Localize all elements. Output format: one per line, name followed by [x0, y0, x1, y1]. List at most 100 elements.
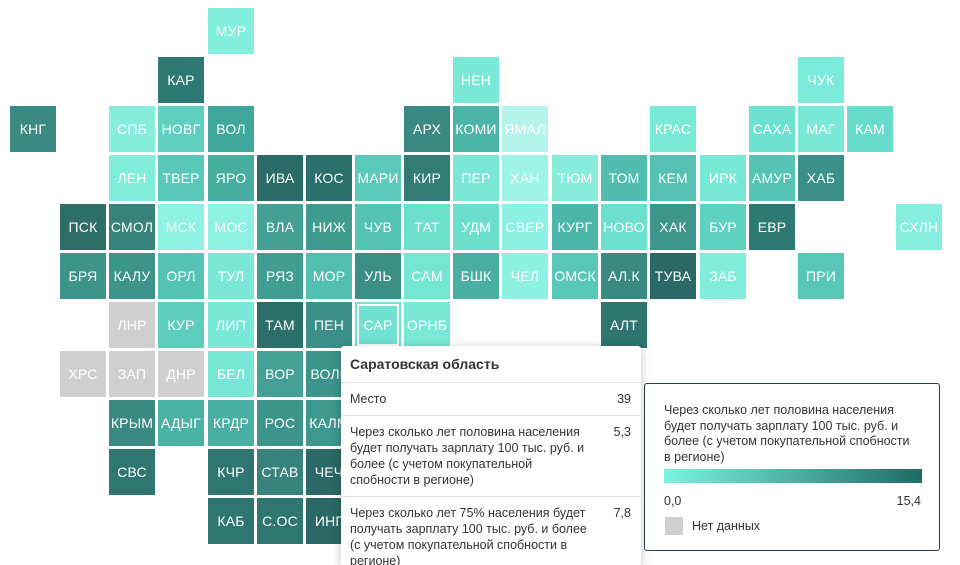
region-tile[interactable]: ТАТ	[404, 204, 450, 250]
region-tile[interactable]: МУР	[208, 8, 254, 54]
region-tile[interactable]: ЧУВ	[355, 204, 401, 250]
legend-no-data-label: Нет данных	[692, 519, 761, 533]
region-tile[interactable]: ВОР	[257, 351, 303, 397]
region-tile[interactable]: МАРИ	[355, 155, 401, 201]
region-tile[interactable]: ПЕН	[306, 302, 352, 348]
region-tile[interactable]: ДНР	[158, 351, 204, 397]
region-tile[interactable]: БРЯ	[60, 253, 106, 299]
region-tile[interactable]: ИРК	[700, 155, 746, 201]
region-tile[interactable]: ЧУК	[798, 57, 844, 103]
region-tile[interactable]: ТОМ	[601, 155, 647, 201]
region-tile[interactable]: БУР	[700, 204, 746, 250]
region-tile[interactable]: НОВО	[601, 204, 647, 250]
legend-gradient-bar	[664, 469, 922, 483]
region-tile[interactable]: СПБ	[109, 106, 155, 152]
tooltip-row-label: Место	[350, 392, 387, 406]
region-tile[interactable]: АЛ.К	[601, 253, 647, 299]
region-tile[interactable]: КНГ	[10, 106, 56, 152]
region-tile[interactable]: СМОЛ	[109, 204, 155, 250]
region-tile[interactable]: ЧЕЛ	[502, 253, 548, 299]
tooltip-row-value: 39	[617, 392, 631, 406]
region-tile[interactable]: КЕМ	[650, 155, 696, 201]
region-tile[interactable]: ЛИП	[208, 302, 254, 348]
region-tile[interactable]: ИВА	[257, 155, 303, 201]
region-tile[interactable]: ЯМАЛ	[502, 106, 548, 152]
region-tile[interactable]: НИЖ	[306, 204, 352, 250]
region-tile[interactable]: МОР	[306, 253, 352, 299]
region-tile[interactable]: РОС	[257, 400, 303, 446]
region-tile[interactable]: ХРС	[60, 351, 106, 397]
region-tile[interactable]: УДМ	[453, 204, 499, 250]
region-tile[interactable]: ЛНР	[109, 302, 155, 348]
region-tile[interactable]: КОС	[306, 155, 352, 201]
region-tile[interactable]: САР	[355, 302, 401, 348]
tooltip-title: Саратовская область	[350, 356, 500, 372]
region-tile[interactable]: ТАМ	[257, 302, 303, 348]
tooltip-row-value: 5,3	[613, 425, 631, 439]
region-tile[interactable]: ТУВА	[650, 253, 696, 299]
region-tile[interactable]: КРАС	[650, 106, 696, 152]
region-tile[interactable]: КРЫМ	[109, 400, 155, 446]
region-tile[interactable]: АДЫГ	[158, 400, 204, 446]
region-tile[interactable]: КИР	[404, 155, 450, 201]
region-tile[interactable]: СТАВ	[257, 449, 303, 495]
region-tile[interactable]: КУР	[158, 302, 204, 348]
region-tile[interactable]: ТЮМ	[552, 155, 598, 201]
tooltip-row-label: Через сколько лет половина населения буд…	[350, 425, 585, 487]
region-tile[interactable]: КОМИ	[453, 106, 499, 152]
region-tile[interactable]: ПСК	[60, 204, 106, 250]
region-tile[interactable]: ПЕР	[453, 155, 499, 201]
region-tile[interactable]: КАР	[158, 57, 204, 103]
region-tile[interactable]: КАМ	[847, 106, 893, 152]
region-tile[interactable]: ОРНБ	[404, 302, 450, 348]
region-tile[interactable]: БШК	[453, 253, 499, 299]
region-tile[interactable]: СХЛН	[896, 204, 942, 250]
region-tile[interactable]: САХА	[749, 106, 795, 152]
legend-no-data-swatch	[665, 517, 683, 535]
region-tile[interactable]: ПРИ	[798, 253, 844, 299]
tooltip-row-label: Через сколько лет 75% населения будет по…	[350, 506, 587, 565]
region-tile[interactable]: ЯРО	[208, 155, 254, 201]
region-tile[interactable]: КРДР	[208, 400, 254, 446]
region-tile[interactable]: НОВГ	[158, 106, 204, 152]
region-tile[interactable]: ВЛА	[257, 204, 303, 250]
legend-min-label: 0,0	[664, 494, 682, 508]
region-tile[interactable]: МСК	[158, 204, 204, 250]
region-tile[interactable]: ХАН	[502, 155, 548, 201]
region-tile[interactable]: АЛТ	[601, 302, 647, 348]
region-tile[interactable]: С.ОС	[257, 498, 303, 544]
region-tile[interactable]: ХАК	[650, 204, 696, 250]
region-tile[interactable]: КЧР	[208, 449, 254, 495]
region-tile[interactable]: СВС	[109, 449, 155, 495]
region-tile[interactable]: БЕЛ	[208, 351, 254, 397]
region-tile[interactable]: АРХ	[404, 106, 450, 152]
region-tile[interactable]: ТУЛ	[208, 253, 254, 299]
region-tile[interactable]: ЛЕН	[109, 155, 155, 201]
region-tile[interactable]: МАГ	[798, 106, 844, 152]
tooltip-row-value: 7,8	[613, 506, 631, 520]
tooltip-row-rank: Место 39	[341, 382, 641, 415]
region-tile[interactable]: УЛЬ	[355, 253, 401, 299]
region-tile[interactable]: СВЕР	[502, 204, 548, 250]
color-legend: Через сколько лет половина населения буд…	[644, 383, 940, 551]
region-tile[interactable]: ЕВР	[749, 204, 795, 250]
region-tile[interactable]: САМ	[404, 253, 450, 299]
region-tile[interactable]: ВОЛ	[208, 106, 254, 152]
tooltip-row-half-population: Через сколько лет половина населения буд…	[341, 415, 641, 496]
legend-title: Через сколько лет половина населения буд…	[664, 403, 910, 464]
region-tile[interactable]: КАБ	[208, 498, 254, 544]
region-tile[interactable]: КУРГ	[552, 204, 598, 250]
region-tile[interactable]: КАЛУ	[109, 253, 155, 299]
region-tile[interactable]: ХАБ	[798, 155, 844, 201]
region-tile[interactable]: ОМСК	[552, 253, 598, 299]
region-tile[interactable]: АМУР	[749, 155, 795, 201]
tooltip-row-75-population: Через сколько лет 75% населения будет по…	[341, 496, 641, 565]
region-tile[interactable]: ТВЕР	[158, 155, 204, 201]
region-tile[interactable]: РЯЗ	[257, 253, 303, 299]
region-tile[interactable]: ОРЛ	[158, 253, 204, 299]
region-tile[interactable]: ЗАП	[109, 351, 155, 397]
region-tile[interactable]: МОС	[208, 204, 254, 250]
region-tile[interactable]: ЗАБ	[700, 253, 746, 299]
region-tile[interactable]: НЕН	[453, 57, 499, 103]
